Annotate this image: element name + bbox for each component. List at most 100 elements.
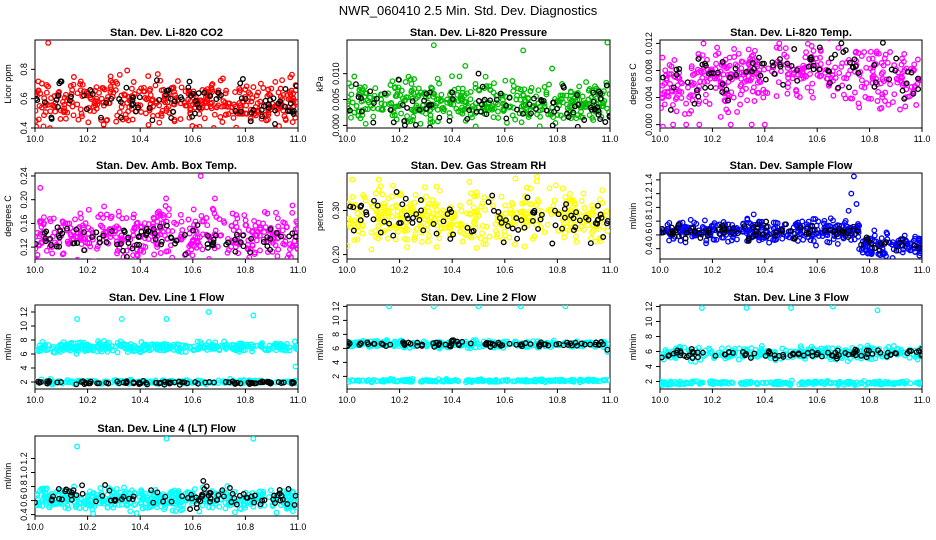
data-point bbox=[668, 224, 675, 231]
data-point bbox=[436, 187, 443, 194]
data-point bbox=[170, 84, 177, 91]
data-point bbox=[249, 95, 256, 102]
data-point bbox=[754, 353, 761, 360]
data-point bbox=[754, 79, 761, 86]
data-point bbox=[551, 197, 558, 204]
data-point bbox=[433, 183, 440, 190]
data-point bbox=[58, 78, 65, 85]
data-point bbox=[243, 102, 250, 109]
data-point bbox=[523, 104, 530, 111]
data-point bbox=[827, 215, 834, 222]
points-group bbox=[35, 309, 298, 388]
data-point bbox=[589, 114, 596, 121]
data-point bbox=[151, 233, 158, 240]
data-point bbox=[433, 244, 440, 250]
data-point bbox=[253, 342, 260, 349]
data-point bbox=[756, 54, 762, 61]
data-point bbox=[261, 229, 268, 236]
data-point bbox=[170, 108, 176, 115]
data-point bbox=[556, 340, 563, 347]
data-point bbox=[41, 112, 47, 119]
data-point bbox=[124, 346, 131, 352]
data-point bbox=[906, 354, 913, 361]
data-point bbox=[873, 48, 880, 55]
data-point bbox=[167, 234, 174, 241]
data-point bbox=[770, 62, 777, 69]
data-point bbox=[99, 224, 106, 230]
x-tick-label: 10.4 bbox=[131, 395, 149, 405]
data-point bbox=[143, 232, 150, 238]
data-point bbox=[554, 105, 561, 112]
data-point bbox=[403, 212, 410, 219]
data-point bbox=[560, 84, 567, 91]
data-point bbox=[243, 222, 250, 229]
data-point bbox=[204, 244, 211, 251]
data-point bbox=[399, 207, 406, 214]
data-point bbox=[72, 216, 78, 223]
data-point bbox=[252, 112, 259, 119]
data-point bbox=[56, 243, 63, 250]
data-point bbox=[899, 87, 906, 94]
data-point bbox=[125, 234, 132, 241]
data-point bbox=[731, 46, 738, 52]
data-point bbox=[248, 380, 255, 386]
data-point bbox=[187, 92, 194, 99]
data-point bbox=[159, 107, 166, 114]
x-tick-label: 10.4 bbox=[131, 134, 149, 144]
data-point bbox=[233, 212, 240, 219]
data-point bbox=[899, 242, 906, 249]
data-point bbox=[362, 120, 369, 127]
data-point bbox=[134, 252, 141, 259]
data-point bbox=[203, 231, 210, 238]
data-point bbox=[434, 106, 441, 113]
data-point bbox=[444, 377, 451, 384]
data-point bbox=[347, 80, 352, 87]
data-point bbox=[232, 236, 238, 243]
y-axis-label: ml/min bbox=[315, 334, 325, 361]
data-point bbox=[127, 341, 134, 348]
data-point bbox=[901, 95, 908, 102]
points-group bbox=[660, 40, 922, 128]
data-point bbox=[358, 95, 365, 102]
data-point bbox=[411, 76, 418, 83]
data-point bbox=[240, 232, 246, 239]
data-point bbox=[518, 119, 525, 126]
data-point bbox=[85, 347, 92, 354]
x-tick-label: 11.0 bbox=[602, 265, 619, 275]
x-tick-label: 10.6 bbox=[496, 134, 514, 144]
outlier-point bbox=[727, 121, 734, 128]
data-point bbox=[405, 215, 411, 222]
data-point bbox=[846, 84, 852, 91]
data-point bbox=[43, 89, 50, 96]
data-point bbox=[790, 224, 797, 231]
data-point bbox=[136, 241, 143, 248]
data-point bbox=[253, 232, 260, 238]
data-point bbox=[123, 379, 130, 386]
data-point bbox=[868, 240, 875, 246]
data-point bbox=[240, 243, 247, 250]
data-point bbox=[483, 340, 490, 346]
data-point bbox=[289, 243, 296, 250]
plot-frame bbox=[34, 172, 299, 260]
data-point bbox=[486, 233, 493, 240]
data-point bbox=[737, 101, 744, 108]
data-point bbox=[169, 254, 176, 259]
series-2 bbox=[660, 218, 922, 254]
panel-title: Stan. Dev. Sample Flow bbox=[730, 160, 853, 172]
data-point bbox=[535, 225, 542, 232]
data-point bbox=[363, 211, 370, 218]
data-point bbox=[721, 229, 728, 236]
data-point bbox=[48, 242, 55, 248]
x-tick-label: 10.6 bbox=[808, 395, 826, 405]
data-point bbox=[412, 121, 419, 128]
data-point bbox=[192, 227, 199, 234]
data-point bbox=[348, 114, 354, 121]
data-point bbox=[744, 216, 751, 223]
data-point bbox=[783, 233, 790, 239]
data-point bbox=[518, 377, 525, 384]
data-point bbox=[438, 91, 445, 98]
data-point bbox=[484, 105, 491, 112]
data-point bbox=[409, 98, 416, 105]
data-point bbox=[103, 379, 110, 386]
data-point bbox=[588, 235, 594, 242]
